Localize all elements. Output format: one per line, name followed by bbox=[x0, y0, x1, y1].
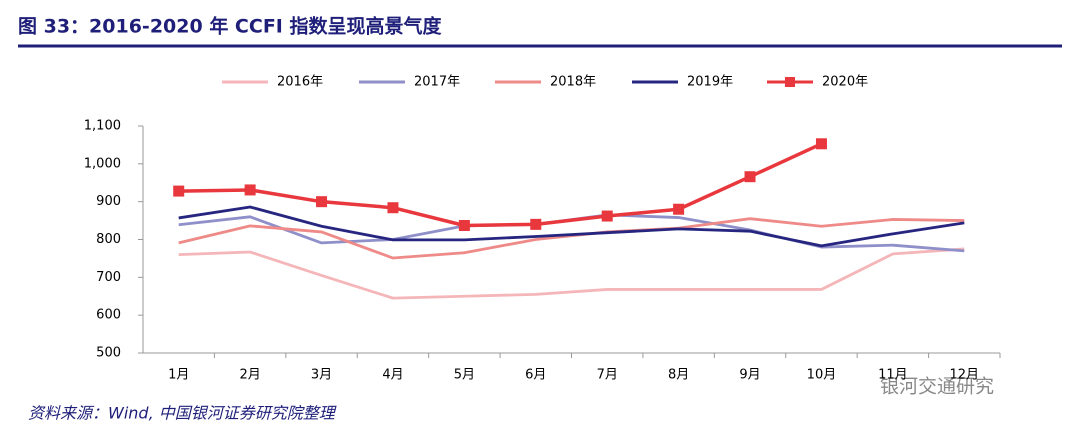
source-note: 资料来源：Wind, 中国银河证券研究院整理 bbox=[28, 404, 337, 423]
series-line bbox=[178, 142, 823, 228]
point-marker bbox=[601, 210, 613, 222]
x-tick-label: 12月 bbox=[950, 368, 980, 383]
point-marker bbox=[173, 185, 185, 197]
x-tick-label: 5月 bbox=[454, 368, 475, 383]
point-marker bbox=[387, 202, 399, 214]
x-tick-label: 3月 bbox=[311, 368, 332, 383]
y-tick-label: 600 bbox=[96, 308, 121, 323]
x-tick-label: 10月 bbox=[807, 368, 837, 383]
legend-label: 2016年 bbox=[277, 75, 323, 90]
x-tick-label: 7月 bbox=[597, 368, 618, 383]
y-tick-label: 800 bbox=[96, 232, 121, 247]
point-marker bbox=[458, 220, 470, 232]
series-line bbox=[178, 205, 965, 248]
point-marker bbox=[530, 218, 542, 230]
x-tick-label: 9月 bbox=[739, 368, 760, 383]
point-marker bbox=[815, 138, 827, 150]
legend-label: 2017年 bbox=[414, 75, 460, 90]
x-tick-label: 11月 bbox=[878, 368, 908, 383]
point-marker bbox=[673, 203, 685, 215]
y-tick-label: 900 bbox=[96, 194, 121, 209]
y-tick-label: 1,100 bbox=[84, 119, 121, 134]
legend-marker bbox=[785, 77, 795, 87]
x-tick-label: 2月 bbox=[239, 368, 260, 383]
point-marker bbox=[744, 171, 756, 183]
y-tick-label: 700 bbox=[96, 270, 121, 285]
y-tick-label: 1,000 bbox=[84, 156, 121, 171]
chart-title: 图 33：2016-2020 年 CCFI 指数呈现高景气度 bbox=[18, 15, 442, 38]
series-line bbox=[178, 217, 965, 260]
point-marker bbox=[244, 184, 256, 196]
x-tick-label: 1月 bbox=[168, 368, 189, 383]
point-marker bbox=[316, 196, 328, 208]
x-tick-label: 6月 bbox=[525, 368, 546, 383]
watermark: 银河交通研究 bbox=[880, 376, 994, 398]
legend-label: 2020年 bbox=[822, 75, 868, 90]
legend-label: 2018年 bbox=[550, 75, 596, 90]
y-tick-label: 500 bbox=[96, 346, 121, 361]
x-tick-label: 8月 bbox=[668, 368, 689, 383]
series-line bbox=[178, 247, 965, 300]
legend-label: 2019年 bbox=[687, 75, 733, 90]
x-tick-label: 4月 bbox=[382, 368, 403, 383]
